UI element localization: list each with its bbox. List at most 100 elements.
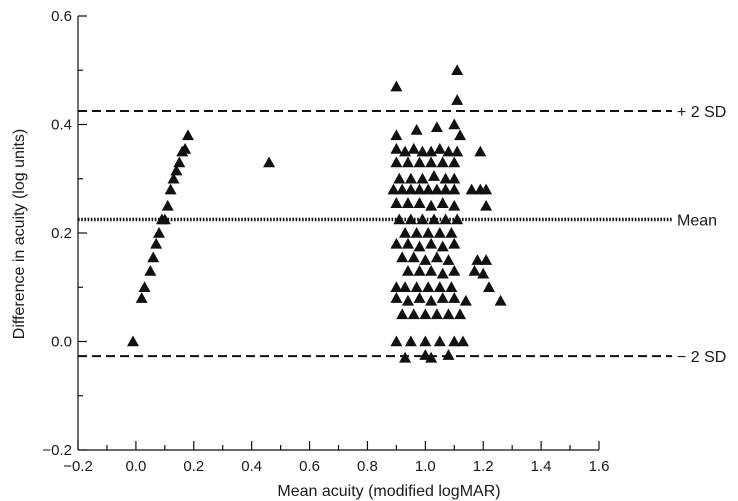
data-point	[181, 129, 194, 141]
data-point	[425, 264, 438, 276]
data-point	[465, 183, 478, 195]
data-point	[459, 294, 472, 306]
data-point	[468, 264, 481, 276]
data-point	[407, 251, 420, 263]
data-point	[436, 240, 449, 252]
data-point	[425, 351, 438, 363]
data-point	[161, 199, 174, 211]
data-point	[494, 294, 507, 306]
data-point	[428, 170, 441, 181]
data-point	[483, 281, 496, 293]
data-point	[442, 254, 455, 265]
data-point	[153, 227, 166, 238]
data-point	[422, 183, 435, 195]
data-point	[164, 183, 177, 195]
data-point	[448, 199, 461, 211]
x-ticks: −0.2 0.0 0.2 0.4 0.6 0.8 1.0 1.2 1.4 1.6	[63, 441, 609, 475]
x-tick-label: 0.6	[299, 458, 320, 475]
data-point	[390, 156, 403, 168]
data-point	[396, 308, 409, 320]
data-point	[404, 335, 417, 347]
data-point	[147, 251, 160, 263]
x-axis-title: Mean acuity (modified logMAR)	[277, 483, 500, 500]
data-point	[442, 308, 455, 320]
data-point	[451, 64, 464, 76]
data-point	[413, 156, 426, 168]
data-point	[416, 145, 429, 157]
data-point	[387, 183, 400, 195]
data-point	[439, 213, 452, 225]
data-point	[390, 237, 403, 249]
data-point	[401, 156, 414, 168]
data-point	[419, 335, 432, 347]
data-point	[416, 172, 429, 184]
data-point	[474, 145, 487, 157]
data-point	[416, 213, 429, 225]
data-point	[433, 335, 446, 347]
data-point	[393, 172, 406, 184]
data-point	[150, 237, 163, 249]
data-point	[390, 281, 403, 293]
data-point	[413, 292, 426, 303]
data-point	[448, 292, 461, 303]
data-point	[390, 80, 403, 92]
data-point	[442, 145, 455, 157]
data-point	[144, 264, 157, 276]
data-point	[393, 213, 406, 225]
x-tick-label: 1.4	[531, 458, 552, 475]
data-point	[179, 142, 192, 154]
data-point	[436, 292, 449, 303]
data-point	[448, 156, 461, 168]
data-point	[170, 164, 183, 176]
data-point	[410, 227, 423, 238]
data-point	[399, 145, 412, 157]
data-point	[433, 142, 446, 154]
data-point	[410, 123, 423, 135]
upper-limit-label: + 2 SD	[677, 104, 726, 121]
x-tick-label: 1.6	[589, 458, 610, 475]
data-point	[396, 251, 409, 263]
data-point	[419, 308, 432, 320]
data-point	[448, 237, 461, 249]
data-point	[138, 281, 151, 293]
data-point	[404, 213, 417, 225]
data-point	[401, 237, 414, 249]
data-point	[390, 142, 403, 154]
data-point	[436, 197, 449, 208]
data-point	[428, 213, 441, 225]
data-point	[401, 294, 414, 306]
data-point	[448, 172, 461, 184]
data-point	[419, 254, 432, 265]
data-point	[445, 227, 458, 238]
data-point	[451, 94, 464, 105]
data-point	[480, 199, 493, 211]
y-tick-label: −0.2	[42, 442, 72, 459]
data-point	[433, 227, 446, 238]
y-tick-label: 0.2	[51, 225, 72, 242]
x-tick-label: 0.0	[125, 458, 146, 475]
data-point	[436, 267, 449, 279]
data-point	[173, 156, 186, 168]
data-point	[407, 308, 420, 320]
data-point	[390, 129, 403, 141]
y-tick-label: 0.4	[51, 117, 72, 134]
data-point	[410, 281, 423, 293]
data-point	[442, 349, 455, 360]
data-point	[399, 351, 412, 363]
x-tick-label: 0.4	[241, 458, 262, 475]
data-point	[413, 264, 426, 276]
data-point	[430, 183, 443, 195]
data-point	[158, 213, 171, 225]
data-point	[399, 227, 412, 238]
data-point	[401, 197, 414, 208]
data-point	[126, 335, 139, 347]
data-point	[454, 129, 467, 141]
data-points	[126, 64, 507, 363]
data-point	[135, 292, 148, 303]
data-point	[451, 145, 464, 157]
data-point	[390, 292, 403, 303]
data-point	[413, 183, 426, 195]
data-point	[454, 308, 467, 320]
data-point	[448, 118, 461, 130]
y-tick-label: 0.0	[51, 334, 72, 351]
